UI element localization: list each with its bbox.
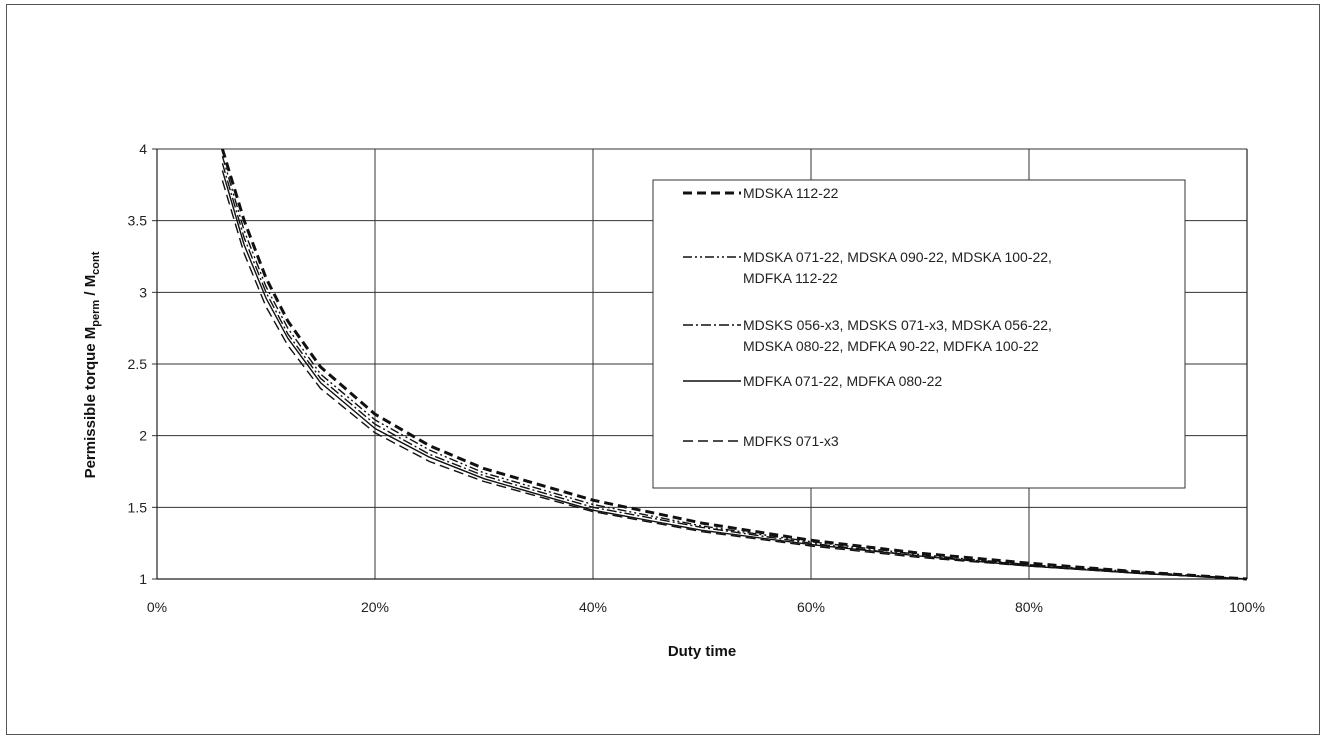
y-tick-label: 3	[139, 284, 147, 300]
series-line-3	[221, 163, 1248, 580]
x-tick-label: 40%	[579, 599, 607, 615]
y-tick-label: 1.5	[128, 499, 148, 515]
y-axis-title-sub1: perm	[90, 300, 102, 327]
y-axis-title-sub2: cont	[90, 251, 102, 275]
x-tick-label: 80%	[1015, 599, 1043, 615]
tick-labels: 11.522.533.540% 20% 40% 60% 80% 100%	[128, 141, 1265, 615]
legend-label-3: MDSKS 056-x3, MDSKS 071-x3, MDSKA 056-22…	[743, 317, 1052, 333]
x-tick-label: 0%	[147, 599, 167, 615]
series-line-1	[220, 148, 1248, 581]
y-tick-label: 2.5	[128, 356, 148, 372]
legend-label-3: MDSKA 080-22, MDFKA 90-22, MDFKA 100-22	[743, 338, 1039, 354]
series-line-5	[221, 180, 1248, 580]
y-axis-title-sep: / M	[82, 275, 99, 300]
legend: MDSKA 112-22 MDSKA 071-22, MDSKA 090-22, …	[652, 179, 1186, 489]
y-axis-title: Permissible torque Mperm / Mcont	[82, 251, 102, 478]
series-lines	[220, 148, 1248, 581]
x-tick-label: 20%	[361, 599, 389, 615]
y-tick-label: 1	[139, 571, 147, 587]
chart-frame: MDSKA 112-22 MDSKA 071-22, MDSKA 090-22, …	[6, 4, 1320, 735]
legend-label-1: MDSKA 112-22	[743, 185, 839, 201]
legend-box	[652, 179, 1186, 489]
legend-label-4: MDFKA 071-22, MDFKA 080-22	[743, 373, 942, 389]
axes	[152, 148, 1248, 580]
x-tick-label: 100%	[1229, 599, 1265, 615]
torque-duty-chart: MDSKA 112-22 MDSKA 071-22, MDSKA 090-22, …	[82, 141, 1265, 660]
y-tick-label: 2	[139, 428, 147, 444]
legend-label-2: MDFKA 112-22	[743, 270, 838, 286]
y-tick-label: 4	[139, 141, 147, 157]
y-axis-title-base: Permissible torque M	[82, 327, 99, 479]
legend-label-2: MDSKA 071-22, MDSKA 090-22, MDSKA 100-22…	[743, 249, 1052, 265]
y-tick-label: 3.5	[128, 213, 148, 229]
series-line-2	[221, 156, 1248, 580]
legend-label-5: MDFKS 071-x3	[743, 433, 839, 449]
x-tick-label: 60%	[797, 599, 825, 615]
x-axis-title: Duty time	[668, 643, 736, 660]
